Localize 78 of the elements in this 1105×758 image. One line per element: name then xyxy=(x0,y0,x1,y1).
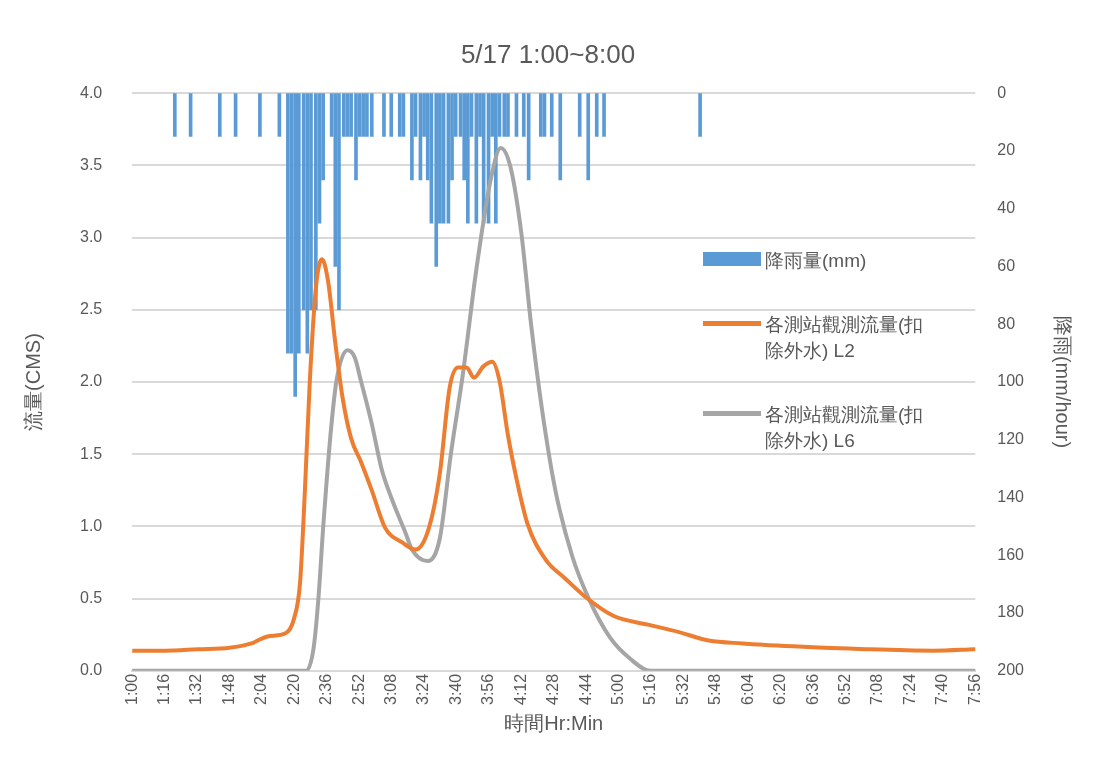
chart-title: 5/17 1:00~8:00 xyxy=(460,38,636,69)
y2-tick-label: 60 xyxy=(997,256,1016,274)
x-tick-label: 6:52 xyxy=(836,673,854,705)
bar xyxy=(258,93,262,137)
y2-tick-label: 140 xyxy=(997,487,1025,505)
x-tick-label: 2:36 xyxy=(317,673,335,705)
x-tick-label: 4:44 xyxy=(576,673,594,705)
bar xyxy=(698,93,702,137)
y-tick-label: 2.0 xyxy=(79,372,103,390)
bar xyxy=(586,93,591,181)
bar xyxy=(502,93,507,137)
y2-tick-label: 40 xyxy=(997,199,1016,217)
bar xyxy=(594,93,599,137)
y2-tick-label: 120 xyxy=(997,430,1025,448)
x-tick-label: 3:40 xyxy=(446,673,464,705)
bar xyxy=(538,93,543,137)
x-tick-label: 7:56 xyxy=(965,673,983,705)
x-tick-label: 6:04 xyxy=(738,673,756,705)
y-tick-label: 4.0 xyxy=(79,83,103,101)
x-tick-label: 3:24 xyxy=(414,673,432,705)
legend-label: 各測站觀測流量(扣除外水) L2 xyxy=(765,313,925,363)
x-tick-label: 7:40 xyxy=(933,673,951,705)
bar xyxy=(577,93,582,137)
bar xyxy=(286,93,290,354)
bar xyxy=(361,93,366,137)
bar xyxy=(369,93,374,137)
y2-tick-label: 20 xyxy=(997,141,1016,159)
x-tick-label: 3:56 xyxy=(479,673,497,705)
x-tick-label: 1:00 xyxy=(122,673,140,705)
bar xyxy=(172,93,177,137)
y2-tick-label: 200 xyxy=(997,661,1025,679)
y-tick-label: 0.0 xyxy=(79,661,103,679)
x-tick-label: 2:04 xyxy=(252,673,270,705)
y2-tick-label: 100 xyxy=(997,372,1025,390)
bar xyxy=(466,93,470,224)
legend-label: 各測站觀測流量(扣除外水) L6 xyxy=(765,403,925,453)
y2-tick-label: 80 xyxy=(997,314,1016,332)
x-tick-label: 5:00 xyxy=(609,673,627,705)
bar xyxy=(434,93,439,267)
x-tick-label: 5:48 xyxy=(706,673,724,705)
y-tick-label: 3.0 xyxy=(79,228,103,246)
x-tick-label: 2:52 xyxy=(349,673,367,705)
y-tick-label: 2.5 xyxy=(79,300,103,318)
x-tick-label: 7:08 xyxy=(868,673,886,705)
x-axis-title: 時間Hr:Min xyxy=(504,711,604,734)
x-tick-label: 4:28 xyxy=(544,673,562,705)
legend-label: 降雨量(mm) xyxy=(765,249,868,273)
x-tick-label: 1:32 xyxy=(187,673,205,705)
y-tick-label: 0.5 xyxy=(79,589,103,607)
x-tick-label: 2:20 xyxy=(284,673,302,705)
x-tick-label: 1:16 xyxy=(155,673,173,705)
bar xyxy=(382,93,386,137)
x-tick-label: 5:16 xyxy=(641,673,659,705)
bar xyxy=(602,93,606,137)
bar xyxy=(389,93,394,137)
y2-axis-title: 降雨(mm/hour) xyxy=(1052,315,1075,449)
y-tick-label: 1.0 xyxy=(79,516,103,534)
bar xyxy=(549,93,554,137)
x-tick-label: 3:08 xyxy=(382,673,400,705)
x-tick-label: 4:12 xyxy=(511,673,529,705)
bar xyxy=(293,93,298,397)
y2-tick-label: 180 xyxy=(997,603,1025,621)
bar xyxy=(397,93,402,137)
y2-tick-label: 0 xyxy=(997,83,1007,101)
x-tick-label: 6:20 xyxy=(771,673,789,705)
y-tick-label: 1.5 xyxy=(79,444,103,462)
bar xyxy=(558,93,563,181)
x-tick-label: 6:36 xyxy=(803,673,821,705)
y-tick-label: 3.5 xyxy=(79,155,103,173)
bar xyxy=(217,93,222,137)
y2-tick-label: 160 xyxy=(997,545,1025,563)
line-series xyxy=(132,146,976,671)
x-tick-label: 7:24 xyxy=(900,673,918,705)
bar xyxy=(410,93,414,181)
y-axis-title: 流量(CMS) xyxy=(21,333,44,431)
x-tick-label: 1:48 xyxy=(219,673,237,705)
x-tick-label: 5:32 xyxy=(673,673,691,705)
bar xyxy=(506,93,510,137)
